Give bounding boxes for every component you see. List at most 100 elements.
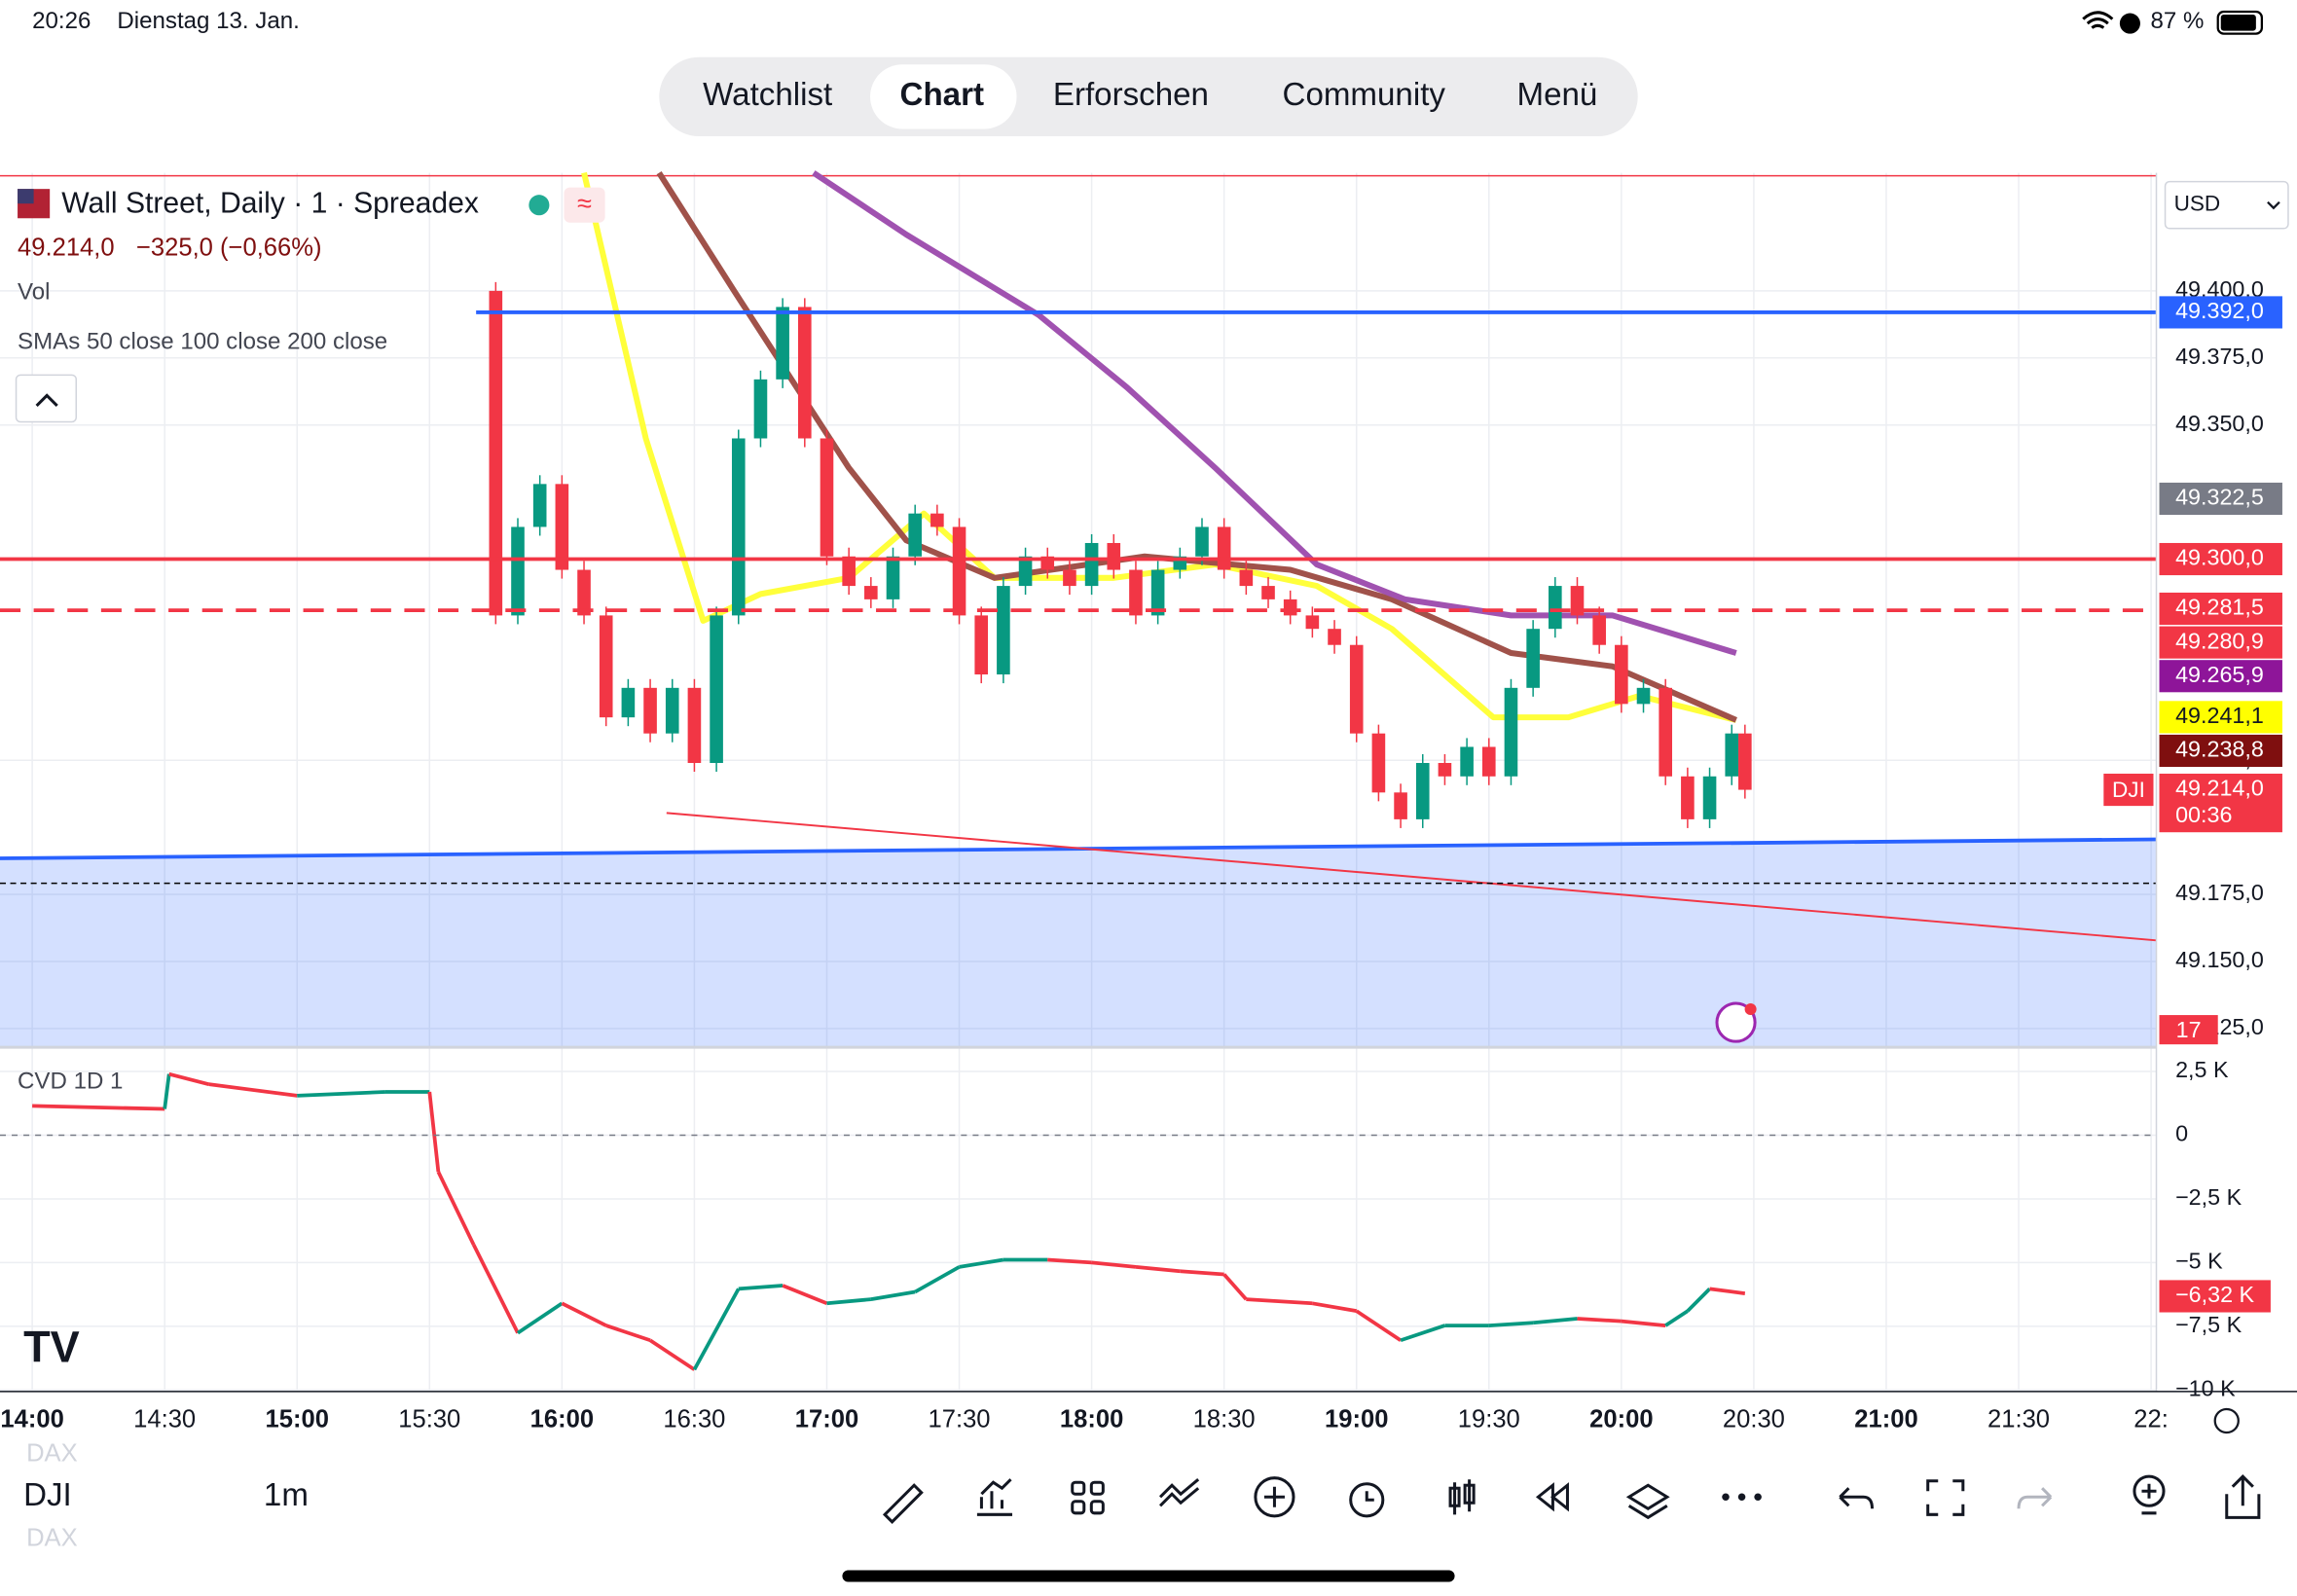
price-label: 49.392,0: [2175, 298, 2264, 323]
cvd-segment: [1180, 1269, 1224, 1277]
dropdown-icon: [2267, 200, 2280, 210]
cvd-segment: [168, 1071, 209, 1086]
candle: [555, 484, 569, 570]
indicator-icon[interactable]: [976, 1478, 1013, 1516]
tab[interactable]: Community: [1283, 77, 1446, 113]
x-tick-label: 18:00: [1060, 1406, 1123, 1433]
cvd-segment: [1532, 1317, 1578, 1325]
price-label-box: [2159, 626, 2282, 659]
alert-icon[interactable]: [1349, 1482, 1385, 1518]
cvd-segment: [1047, 1257, 1092, 1265]
cvd-segment: [1577, 1317, 1622, 1324]
candle: [1725, 733, 1739, 777]
cvd-segment: [1621, 1319, 1666, 1327]
countdown: 00:36: [2175, 802, 2232, 827]
layers-icon[interactable]: [1625, 1483, 1670, 1520]
candle: [577, 569, 591, 616]
events-icon[interactable]: [1715, 1001, 1757, 1043]
x-tick-label: 16:00: [530, 1406, 594, 1433]
home-indicator: [842, 1570, 1455, 1582]
candle: [1636, 687, 1651, 705]
replay-icon[interactable]: [1535, 1482, 1569, 1512]
price-label-box: [2159, 734, 2282, 768]
settings-icon[interactable]: [2213, 1407, 2240, 1434]
cvd-segment: [692, 1288, 741, 1371]
candle: [1349, 644, 1364, 734]
candle: [952, 526, 966, 616]
candle: [1283, 598, 1297, 616]
redo-icon[interactable]: [2017, 1487, 2053, 1509]
grid: [0, 172, 2157, 1392]
candle: [511, 526, 525, 616]
share-icon[interactable]: [2225, 1474, 2261, 1519]
status-date: Dienstag 13. Jan.: [117, 8, 299, 34]
tab[interactable]: Watchlist: [703, 77, 832, 113]
toolbar: [882, 1474, 2261, 1524]
candle: [1460, 746, 1474, 777]
symbol[interactable]: DJI: [23, 1477, 72, 1513]
currency-select[interactable]: [2164, 180, 2289, 230]
candle: [1504, 687, 1518, 777]
sma-line: [581, 171, 1737, 723]
add-icon[interactable]: [1254, 1476, 1295, 1518]
price-label-box: [2159, 592, 2282, 626]
y-tick-label: −10 K: [2175, 1375, 2236, 1400]
candle: [1371, 733, 1386, 793]
ideas-icon[interactable]: [2133, 1474, 2166, 1507]
collapse-button[interactable]: [15, 374, 78, 423]
cvd-segment: [561, 1301, 607, 1327]
cvd-segment: [297, 1090, 386, 1098]
volume-label: 17: [2176, 1017, 2202, 1042]
tab[interactable]: Chart: [900, 77, 984, 113]
legend-symbol: Wall Street, Daily · 1 · Spreadex: [61, 188, 479, 220]
price-label: 49.241,1: [2175, 703, 2264, 728]
layout-icon[interactable]: [1071, 1480, 1086, 1496]
status-dot: [529, 195, 550, 216]
undo-icon[interactable]: [1839, 1487, 1875, 1509]
x-tick-label: 20:30: [1723, 1406, 1785, 1433]
candle: [930, 513, 944, 527]
candle: [1328, 629, 1341, 645]
x-tick-label: 18:30: [1193, 1406, 1256, 1433]
price-label: 49.300,0: [2175, 545, 2264, 570]
x-tick-label: 14:00: [0, 1406, 63, 1433]
x-tick-label: 21:00: [1854, 1406, 1917, 1433]
compare-icon[interactable]: [1158, 1478, 1200, 1507]
x-tick-label: 17:30: [929, 1406, 991, 1433]
plot: [0, 170, 2157, 1371]
cvd-segment: [1222, 1273, 1248, 1301]
cvd-segment: [1246, 1297, 1313, 1306]
interval[interactable]: 1m: [264, 1477, 309, 1513]
flag-icon: [18, 189, 34, 204]
y-tick-label: 0: [2175, 1121, 2188, 1146]
price-label: 49.238,8: [2175, 737, 2264, 762]
more-icon[interactable]: [1722, 1493, 1762, 1502]
tab[interactable]: Menü: [1517, 77, 1598, 113]
candle: [1592, 615, 1606, 645]
x-tick-label: 19:30: [1458, 1406, 1520, 1433]
cvd-last-box: [2159, 1280, 2271, 1313]
x-tick-label: 22:: [2133, 1406, 2169, 1433]
draw-icon[interactable]: [882, 1483, 924, 1524]
alert-icon: [1365, 1491, 1374, 1502]
tab[interactable]: Erforschen: [1053, 77, 1209, 113]
candle: [776, 307, 789, 380]
y-tick-label: 49.350,0: [2175, 411, 2264, 436]
ideas-icon: [2141, 1483, 2157, 1515]
price-label: 49.322,5: [2175, 485, 2264, 510]
candle: [489, 290, 503, 616]
symbol-tag: DJI: [2112, 778, 2145, 802]
cvd-segment: [959, 1257, 1004, 1269]
cvd-segment: [826, 1297, 872, 1306]
fullscreen-icon[interactable]: [1926, 1479, 1965, 1516]
x-tick-label: 19:00: [1325, 1406, 1388, 1433]
bars-icon: [1463, 1483, 1476, 1505]
cvd-segment: [208, 1082, 298, 1098]
candle: [731, 438, 746, 616]
legend-smas: SMAs 50 close 100 close 200 close: [18, 329, 387, 355]
candle: [1394, 792, 1407, 819]
cvd-segment: [605, 1324, 651, 1343]
ghost-symbol: DAX: [26, 1439, 78, 1467]
tv-logo: TV: [23, 1323, 80, 1372]
